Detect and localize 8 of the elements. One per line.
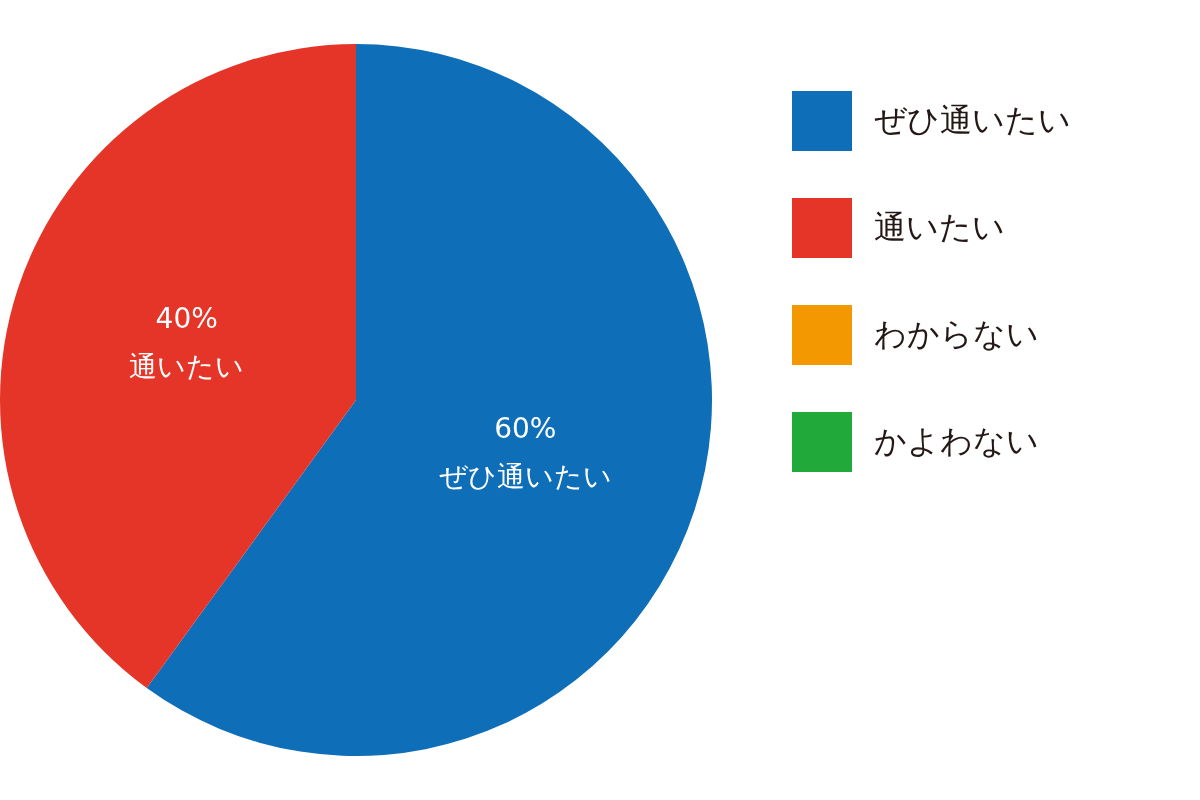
slice-label: ぜひ通いたい — [438, 460, 612, 494]
legend-label: ぜひ通いたい — [874, 100, 1071, 141]
legend-label: 通いたい — [874, 207, 1005, 248]
legend-label: わからない — [874, 314, 1039, 355]
slice-label: 通いたい — [129, 350, 245, 384]
data-label: 60% — [494, 412, 557, 446]
legend-label: かよわない — [874, 421, 1039, 462]
data-label: 40% — [155, 302, 218, 336]
